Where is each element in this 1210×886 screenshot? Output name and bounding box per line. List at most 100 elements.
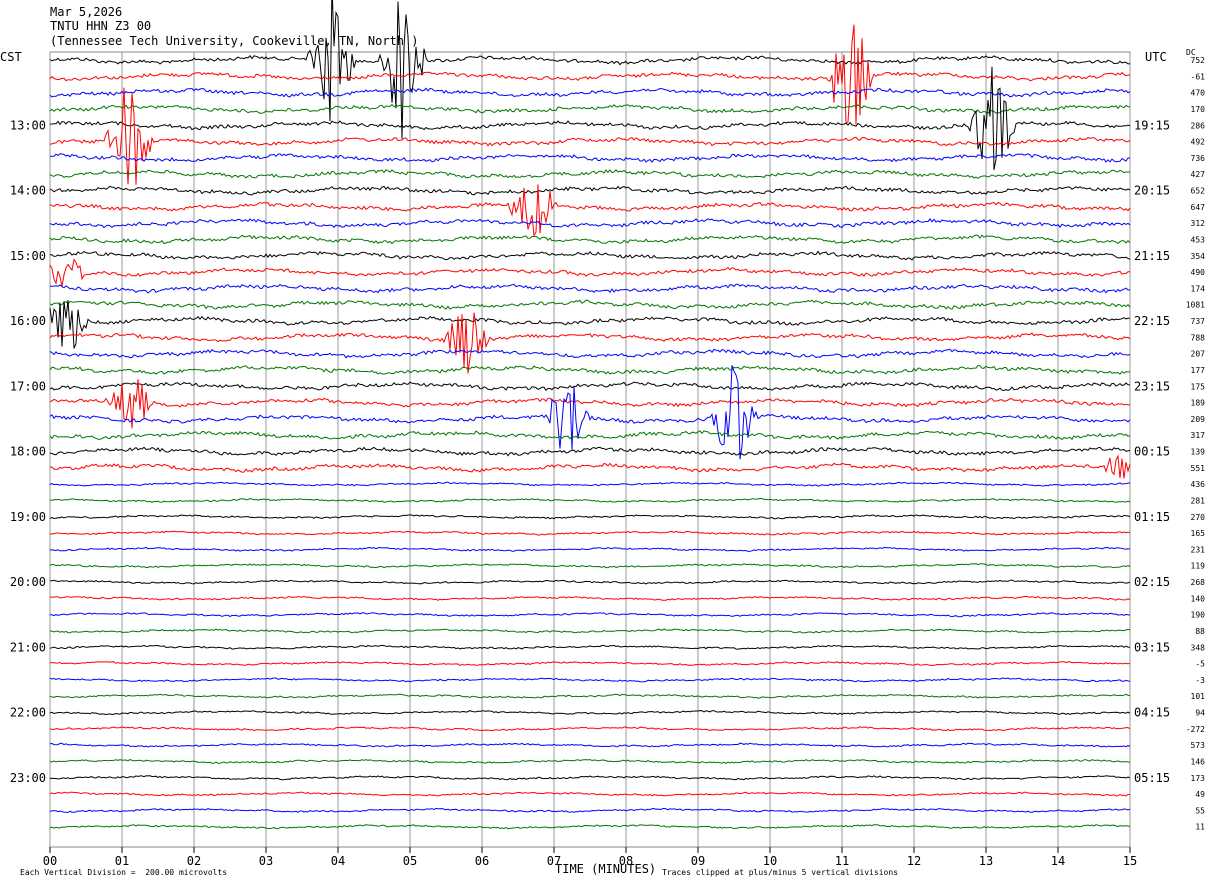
trace-line bbox=[49, 103, 1131, 115]
right-time-label: 03:15 bbox=[1134, 640, 1170, 654]
trace-line bbox=[49, 234, 1131, 245]
trace-line bbox=[49, 726, 1131, 732]
trace-line bbox=[49, 379, 1131, 429]
x-tick-label: 05 bbox=[403, 854, 417, 868]
x-tick-label: 01 bbox=[115, 854, 129, 868]
dc-offset-label: 573 bbox=[1191, 741, 1206, 750]
trace-line bbox=[49, 661, 1131, 666]
dc-offset-label: 312 bbox=[1191, 219, 1206, 228]
trace-line bbox=[49, 824, 1131, 830]
dc-offset-label: 268 bbox=[1191, 578, 1206, 587]
trace-line bbox=[49, 0, 1131, 139]
right-time-label: 21:15 bbox=[1134, 249, 1170, 263]
x-tick-label: 10 bbox=[763, 854, 777, 868]
trace-line bbox=[49, 300, 1131, 349]
dc-offset-label: 231 bbox=[1191, 545, 1206, 554]
trace-line bbox=[49, 595, 1131, 601]
dc-offset-label: 189 bbox=[1191, 399, 1206, 408]
dc-offset-label: -5 bbox=[1195, 660, 1205, 669]
left-time-label: 21:00 bbox=[10, 640, 46, 654]
x-tick-label: 02 bbox=[187, 854, 201, 868]
dc-offset-label: 281 bbox=[1191, 496, 1206, 505]
left-time-label: 23:00 bbox=[10, 771, 46, 785]
dc-offset-label: 453 bbox=[1191, 235, 1206, 244]
left-time-labels: 13:00 14:00 15:00 16:00 17:00 18:00 19:00 20:00… bbox=[10, 118, 46, 785]
dc-offset-label: 647 bbox=[1191, 203, 1206, 212]
dc-offset-label: -61 bbox=[1191, 72, 1206, 81]
right-time-label: 01:15 bbox=[1134, 510, 1170, 524]
dc-offset-label: 286 bbox=[1191, 121, 1206, 130]
dc-offset-label: 173 bbox=[1191, 774, 1206, 783]
trace-line bbox=[49, 184, 1131, 238]
trace-line bbox=[49, 693, 1131, 699]
dc-offset-label: 140 bbox=[1191, 594, 1206, 603]
trace-line bbox=[50, 579, 1131, 585]
trace-line bbox=[49, 454, 1131, 479]
dc-offset-label: 736 bbox=[1191, 154, 1206, 163]
trace-line bbox=[49, 775, 1131, 781]
left-zone-label: CST bbox=[0, 50, 22, 64]
dc-offset-label: 175 bbox=[1191, 382, 1206, 391]
trace-line bbox=[49, 644, 1131, 650]
trace-line bbox=[49, 299, 1131, 310]
trace-line bbox=[50, 612, 1131, 618]
trace-line bbox=[49, 381, 1131, 392]
x-tick-label: 03 bbox=[259, 854, 273, 868]
right-time-label: 00:15 bbox=[1134, 445, 1170, 459]
dc-offset-label: 49 bbox=[1195, 790, 1205, 799]
dc-offset-label: 139 bbox=[1191, 448, 1206, 457]
trace-line bbox=[50, 153, 1131, 163]
trace-line bbox=[49, 677, 1131, 683]
left-time-label: 15:00 bbox=[10, 249, 46, 263]
right-time-label: 19:15 bbox=[1134, 118, 1170, 132]
trace-line bbox=[49, 87, 1131, 98]
trace-line bbox=[49, 546, 1131, 552]
x-tick-label: 12 bbox=[907, 854, 921, 868]
trace-line bbox=[49, 759, 1131, 764]
dc-offset-label: 470 bbox=[1191, 89, 1206, 98]
trace-line bbox=[49, 628, 1131, 634]
dc-offset-label: 88 bbox=[1195, 627, 1205, 636]
trace-line bbox=[49, 250, 1131, 261]
trace-line bbox=[49, 169, 1131, 180]
dc-offset-label: 737 bbox=[1191, 317, 1206, 326]
dc-offset-label: -272 bbox=[1186, 725, 1205, 734]
x-tick-label: 13 bbox=[979, 854, 993, 868]
left-time-label: 14:00 bbox=[10, 184, 46, 198]
trace-line bbox=[49, 430, 1131, 441]
left-time-label: 22:00 bbox=[10, 706, 46, 720]
trace-line bbox=[49, 364, 1130, 375]
x-tick-label: 09 bbox=[691, 854, 705, 868]
dc-offset-label: 11 bbox=[1195, 823, 1205, 832]
trace-line bbox=[49, 185, 1131, 196]
header-station: TNTU HHN Z3 00 bbox=[50, 19, 152, 33]
dc-offset-label: 146 bbox=[1191, 757, 1206, 766]
x-tick-label: 07 bbox=[547, 854, 561, 868]
trace-line bbox=[49, 365, 1131, 460]
trace-line bbox=[49, 312, 1131, 374]
trace-line bbox=[49, 218, 1131, 229]
dc-offset-label: 165 bbox=[1191, 529, 1206, 538]
right-time-label: 04:15 bbox=[1134, 706, 1170, 720]
dc-label: DC bbox=[1186, 48, 1196, 57]
trace-line bbox=[49, 87, 1131, 185]
right-time-label: 02:15 bbox=[1134, 575, 1170, 589]
trace-line bbox=[49, 66, 1131, 170]
dc-offset-label: 788 bbox=[1191, 333, 1206, 342]
x-tick-label: 06 bbox=[475, 854, 489, 868]
minute-grid bbox=[49, 51, 1131, 848]
right-time-label: 23:15 bbox=[1134, 379, 1170, 393]
dc-offset-label: 752 bbox=[1191, 56, 1206, 65]
header-location: (Tennessee Tech University, Cookeville, … bbox=[50, 34, 419, 48]
trace-line bbox=[50, 283, 1131, 294]
trace-line bbox=[49, 481, 1131, 487]
right-time-labels: 19:15 20:15 21:15 22:15 23:15 00:15 01:15 02:15… bbox=[1134, 118, 1170, 785]
right-time-label: 20:15 bbox=[1134, 184, 1170, 198]
trace-line bbox=[50, 446, 1131, 457]
dc-offset-label: 427 bbox=[1191, 170, 1206, 179]
x-tick-label: 08 bbox=[619, 854, 633, 868]
x-axis-title: TIME (MINUTES) bbox=[555, 862, 657, 876]
trace-line bbox=[49, 742, 1131, 748]
trace-line bbox=[49, 791, 1131, 797]
